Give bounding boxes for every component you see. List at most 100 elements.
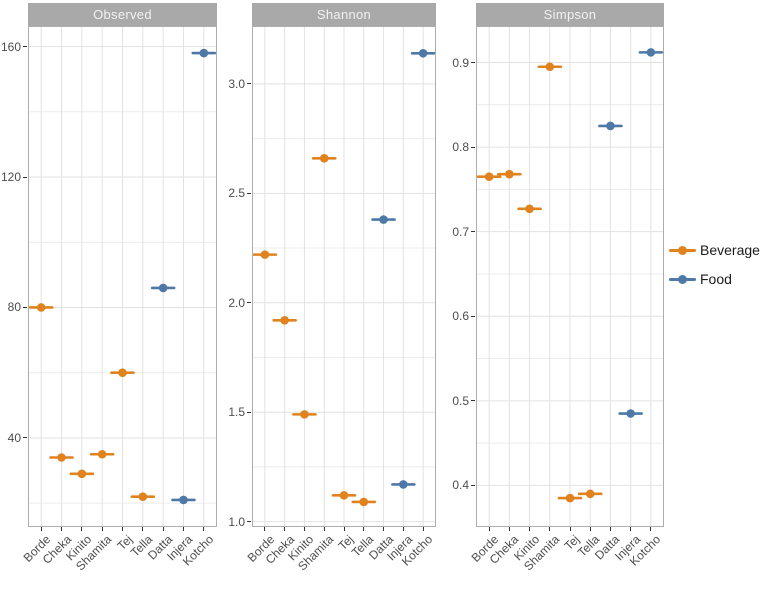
x-tick-mark [284, 527, 286, 531]
x-tick-label-cheka: Cheka [487, 532, 522, 567]
legend: Beverage Food [669, 239, 760, 297]
y-tick-mark [247, 302, 251, 304]
x-tick-label-tella: Tella [127, 532, 156, 560]
x-tick-mark [402, 527, 404, 531]
point-dot [545, 62, 555, 72]
data-point-simpson-cheka[interactable] [497, 169, 522, 179]
x-tick-mark [609, 527, 611, 531]
x-tick-label-shamita: Shamita [520, 532, 562, 574]
point-dot [585, 489, 595, 499]
food-pointrange-marker-icon [669, 274, 696, 284]
y-tick-mark [23, 306, 27, 308]
x-tick-mark [549, 527, 551, 531]
point-dot [118, 368, 127, 378]
point-dot [280, 315, 289, 325]
point-dot [36, 303, 46, 312]
x-tick-label-injera: Injera [611, 532, 643, 564]
y-tick-mark [471, 484, 475, 486]
point-dot [77, 469, 87, 479]
data-point-observed-kinito[interactable] [69, 469, 95, 479]
data-point-simpson-tej[interactable] [557, 493, 583, 503]
legend-item-food[interactable]: Food [669, 268, 760, 290]
x-tick-label-cheka: Cheka [39, 532, 74, 567]
point-dot [606, 121, 615, 131]
y-tick-mark [471, 400, 475, 402]
x-tick-label-shamita: Shamita [295, 532, 337, 574]
y-tick-label: 120 [0, 170, 21, 185]
point-dot [339, 491, 349, 500]
x-tick-mark [162, 527, 164, 531]
x-tick-label-kinito: Kinito [285, 532, 317, 564]
x-tick-mark [343, 527, 345, 531]
data-point-shannon-datta[interactable] [371, 215, 396, 224]
data-point-shannon-borde[interactable] [253, 250, 278, 259]
data-point-shannon-injera[interactable] [391, 480, 416, 489]
data-point-shannon-tej[interactable] [331, 491, 357, 500]
point-dot [179, 495, 188, 505]
x-tick-label-injera: Injera [164, 532, 196, 564]
x-tick-label-datta: Datta [592, 532, 623, 563]
x-tick-mark [303, 527, 305, 531]
data-point-shannon-cheka[interactable] [272, 315, 297, 325]
data-point-shannon-kinito[interactable] [292, 410, 317, 419]
point-dot [359, 497, 369, 507]
x-tick-label-datta: Datta [365, 532, 396, 563]
x-tick-mark [182, 527, 184, 531]
x-tick-label-kinito: Kinito [510, 532, 542, 564]
facet-title-observed: Observed [93, 7, 152, 22]
x-tick-label-datta: Datta [145, 532, 176, 563]
point-dot [399, 480, 408, 489]
y-tick-mark [471, 146, 475, 148]
point-dot [379, 215, 388, 224]
data-point-simpson-borde[interactable] [477, 172, 502, 181]
x-tick-mark [363, 527, 365, 531]
y-tick-mark [471, 231, 475, 233]
y-tick-label: 80 [7, 300, 21, 315]
facet-panel-observed [28, 26, 217, 527]
x-tick-label-tej: Tej [561, 532, 583, 554]
facet-strip-observed: Observed [28, 3, 217, 26]
x-tick-label-borde: Borde [20, 532, 54, 565]
x-tick-mark [142, 527, 144, 531]
data-point-observed-datta[interactable] [150, 283, 176, 293]
data-point-simpson-datta[interactable] [598, 121, 623, 131]
point-dot [97, 449, 107, 459]
point-dot [626, 409, 635, 418]
x-tick-mark [101, 527, 103, 531]
data-point-simpson-kotcho[interactable] [638, 48, 663, 57]
facet-strip-shannon: Shannon [252, 3, 436, 26]
data-point-simpson-shamita[interactable] [537, 62, 563, 72]
point-dot [319, 154, 329, 163]
data-point-observed-injera[interactable] [171, 495, 196, 505]
x-tick-mark [323, 527, 325, 531]
data-point-shannon-shamita[interactable] [311, 154, 337, 163]
y-tick-mark [247, 521, 251, 523]
data-point-observed-kotcho[interactable] [191, 48, 216, 58]
x-tick-mark [264, 527, 266, 531]
point-dot [418, 48, 428, 58]
data-point-simpson-tella[interactable] [577, 489, 603, 499]
x-tick-label-kotcho: Kotcho [399, 532, 436, 569]
x-tick-label-tej: Tej [113, 532, 135, 554]
data-point-shannon-tella[interactable] [351, 497, 377, 507]
data-point-shannon-kotcho[interactable] [410, 48, 435, 58]
data-point-observed-tej[interactable] [110, 368, 135, 378]
legend-item-beverage[interactable]: Beverage [669, 239, 760, 261]
x-tick-label-kotcho: Kotcho [179, 532, 216, 569]
y-tick-mark [23, 176, 27, 178]
data-point-simpson-injera[interactable] [618, 409, 643, 418]
x-tick-label-kotcho: Kotcho [626, 532, 664, 569]
x-tick-label-shamita: Shamita [73, 532, 115, 574]
data-point-observed-shamita[interactable] [89, 449, 115, 459]
data-point-observed-borde[interactable] [29, 303, 54, 312]
data-point-simpson-kinito[interactable] [517, 204, 542, 214]
point-dot [260, 250, 270, 259]
x-tick-mark [422, 527, 424, 531]
data-point-observed-cheka[interactable] [49, 453, 74, 462]
x-tick-label-kinito: Kinito [62, 532, 95, 564]
y-tick-label: 160 [0, 39, 21, 54]
data-point-observed-tella[interactable] [130, 492, 156, 501]
point-dot [484, 172, 494, 181]
x-tick-mark [203, 527, 205, 531]
x-tick-mark [569, 527, 571, 531]
